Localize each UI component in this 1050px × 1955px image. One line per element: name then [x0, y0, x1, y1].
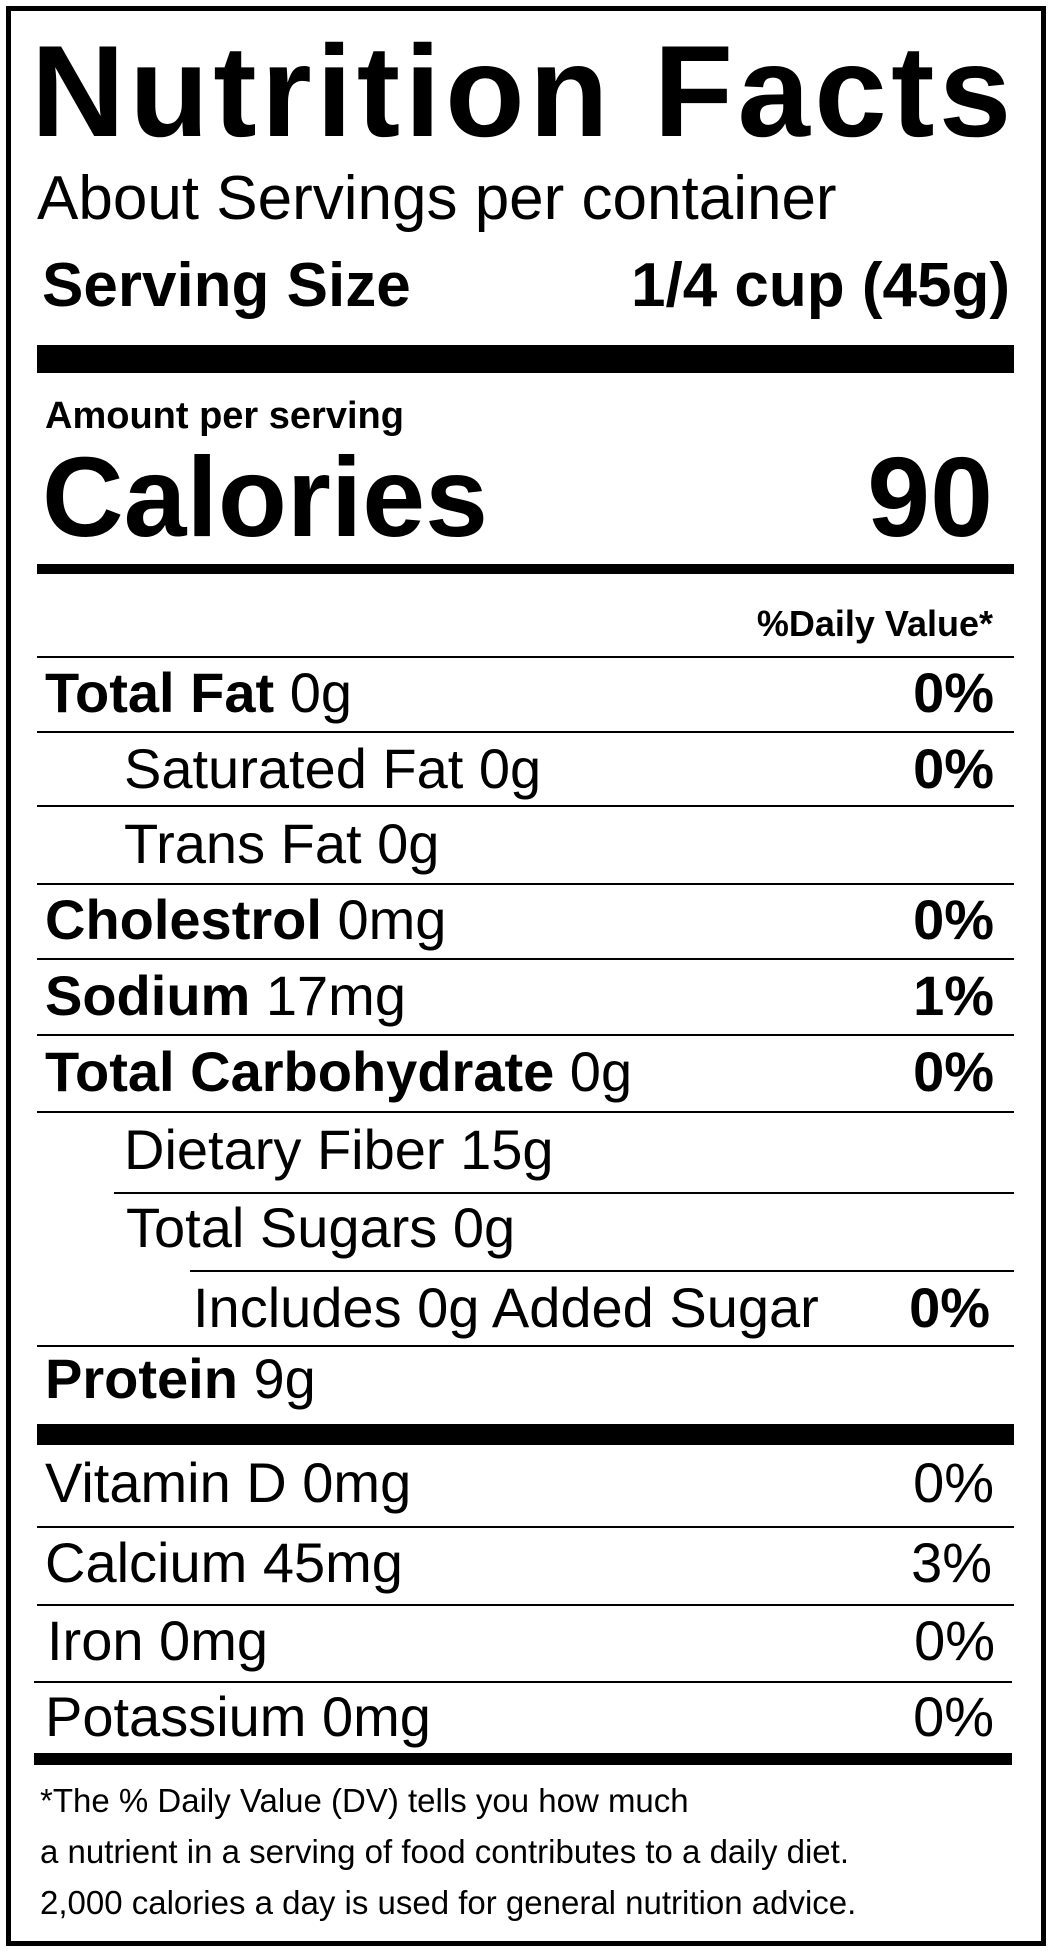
nutrient-row-sodium: Sodium 17mg: [45, 963, 406, 1028]
nutrient-label: Cholestrol: [45, 888, 322, 951]
nutrient-row-protein: Protein 9g: [45, 1346, 316, 1411]
nutrient-dv: 0%: [913, 1040, 994, 1103]
thick-divider: [34, 1753, 1012, 1765]
nutrient-label: Total Fat: [45, 661, 275, 724]
vitamin-row-potassium: Potassium 0mg: [45, 1685, 431, 1748]
footnote-line: *The % Daily Value (DV) tells you how mu…: [40, 1782, 689, 1819]
nutrient-dv: 0%: [909, 1276, 990, 1339]
nutrient-row-added-sugar: Includes 0g Added Sugar: [193, 1276, 819, 1339]
vitamin-dv: 0%: [913, 1685, 994, 1748]
footnote-line: a nutrient in a serving of food contribu…: [40, 1833, 849, 1870]
nutrient-amount: 17mg: [250, 964, 406, 1027]
thick-divider: [37, 345, 1014, 373]
divider: [114, 1192, 1014, 1194]
calories-value: 90: [867, 434, 993, 560]
nutrient-amount: 9g: [237, 1347, 316, 1410]
nutrition-label-border: [6, 6, 1046, 1946]
nutrient-row-trans-fat: Trans Fat 0g: [124, 812, 440, 875]
nutrient-label: Protein: [45, 1347, 238, 1410]
nutrient-row-saturated-fat: Saturated Fat 0g: [124, 737, 542, 800]
divider: [37, 958, 1014, 960]
divider: [37, 731, 1014, 733]
divider: [34, 1681, 1012, 1683]
divider: [37, 1604, 1014, 1606]
vitamin-row-vitamin-d: Vitamin D 0mg: [45, 1451, 412, 1514]
divider: [190, 1270, 1014, 1272]
nutrient-dv: 0%: [913, 888, 994, 951]
medium-divider: [37, 564, 1014, 574]
serving-size-value: 1/4 cup (45g): [631, 251, 1010, 320]
nutrient-dv: 0%: [913, 661, 994, 724]
nutrient-dv: 1%: [913, 964, 994, 1027]
calories-label: Calories: [42, 434, 488, 560]
nutrient-dv: 0%: [913, 737, 994, 800]
nutrient-row-total-sugars: Total Sugars 0g: [126, 1196, 516, 1259]
footnote-line: 2,000 calories a day is used for general…: [40, 1884, 857, 1921]
nutrient-row-total-carbohydrate: Total Carbohydrate 0g: [45, 1039, 632, 1104]
thick-divider: [37, 1424, 1014, 1445]
vitamin-row-calcium: Calcium 45mg: [45, 1531, 403, 1594]
nutrient-row-total-fat: Total Fat 0g: [45, 660, 352, 725]
divider: [37, 1345, 1014, 1347]
nutrient-row-dietary-fiber: Dietary Fiber 15g: [124, 1118, 554, 1181]
nutrient-row-cholesterol: Cholestrol 0mg: [45, 887, 446, 952]
divider: [37, 656, 1014, 658]
divider: [37, 883, 1014, 885]
label-title: Nutrition Facts: [31, 18, 1016, 164]
vitamin-dv: 3%: [911, 1531, 992, 1594]
nutrient-amount: 0mg: [321, 888, 447, 951]
servings-per-container: About Servings per container: [37, 164, 837, 233]
vitamin-dv: 0%: [913, 1451, 994, 1514]
amount-per-serving: Amount per serving: [45, 395, 404, 437]
nutrient-amount: 0g: [274, 661, 353, 724]
daily-value-header: %Daily Value*: [756, 603, 993, 644]
vitamin-row-iron: Iron 0mg: [47, 1609, 268, 1672]
vitamin-dv: 0%: [914, 1609, 995, 1672]
serving-size-label: Serving Size: [42, 251, 411, 320]
nutrient-label: Total Carbohydrate: [45, 1040, 555, 1103]
divider: [37, 805, 1014, 807]
nutrient-label: Sodium: [45, 964, 251, 1027]
divider: [37, 1111, 1014, 1113]
divider: [37, 1526, 1014, 1528]
nutrient-amount: 0g: [554, 1040, 633, 1103]
divider: [37, 1034, 1014, 1036]
